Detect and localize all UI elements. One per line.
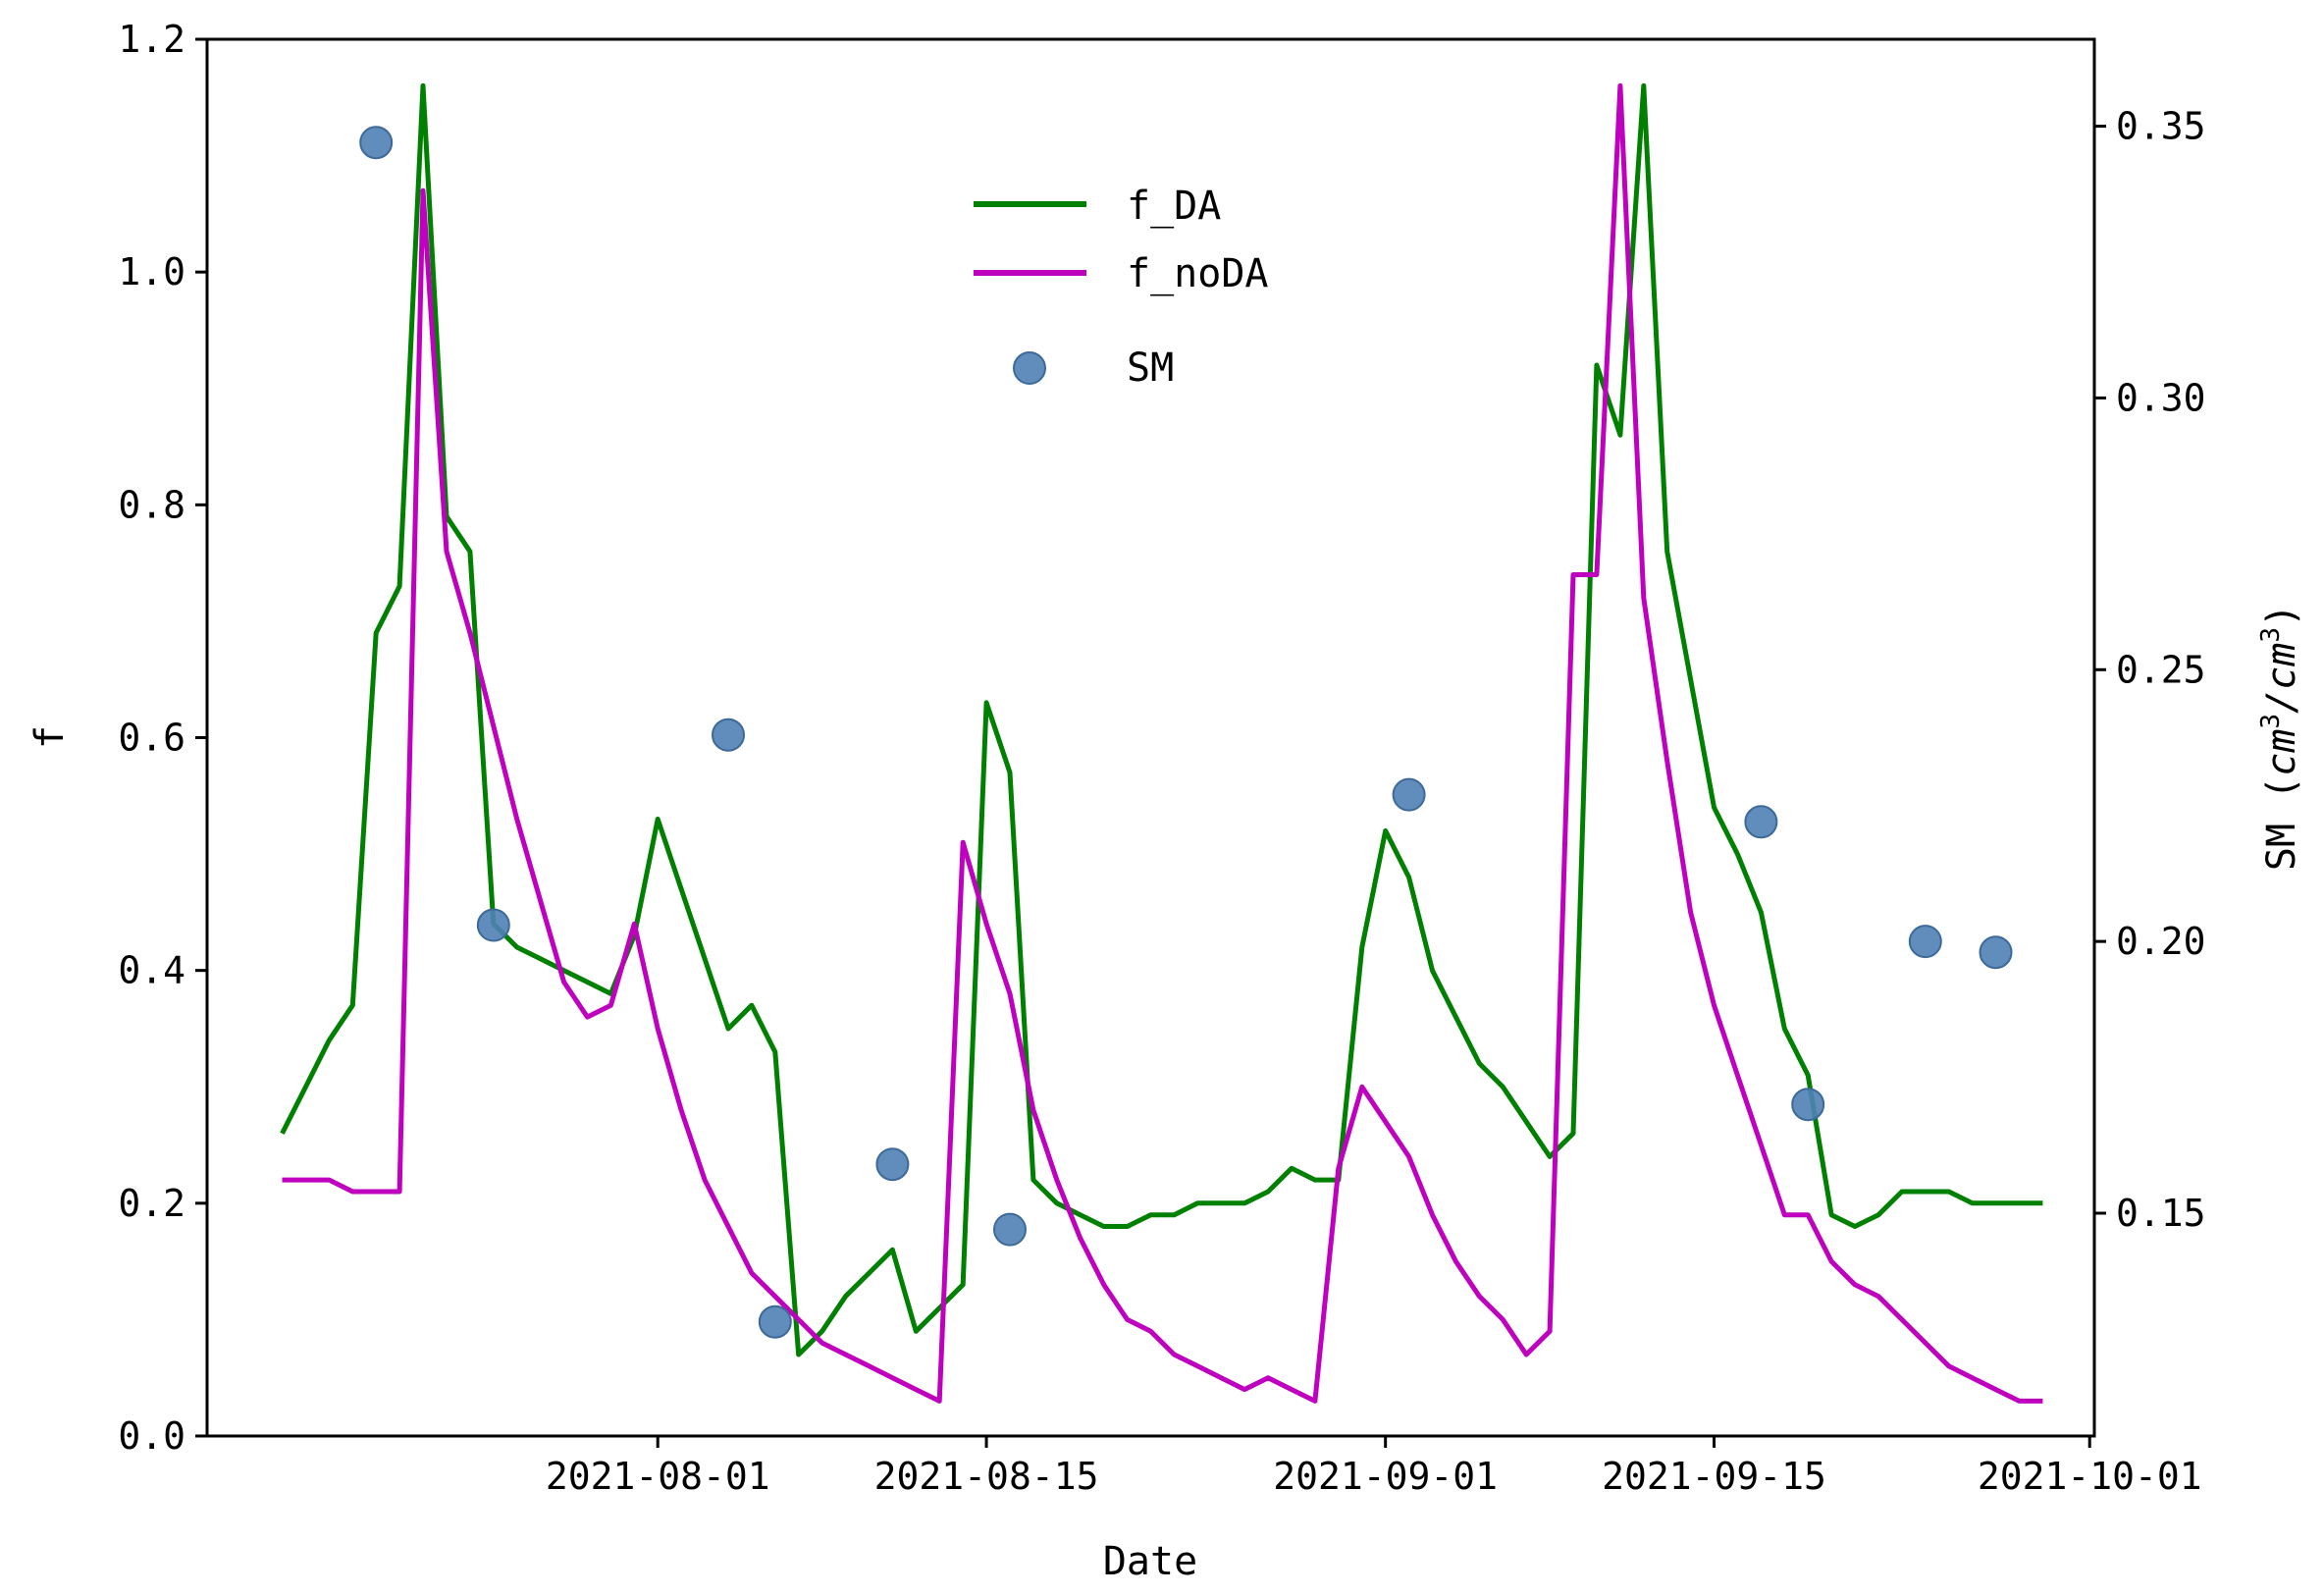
y2-axis: 0.15 0.20 0.25 0.30 0.35: [2094, 105, 2206, 1235]
series-line-f-noda: [282, 82, 2043, 1404]
legend-label-sm: SM: [1127, 346, 1174, 391]
y-tick-label: 0.2: [118, 1182, 185, 1225]
x-axis: 2021-08-01 2021-08-15 2021-09-01 2021-09-15…: [546, 1436, 2202, 1498]
sm-point: [359, 126, 394, 160]
y-tick-label: 0.0: [118, 1414, 185, 1458]
x-tick-label: 2021-08-15: [874, 1455, 1099, 1498]
legend-label-f-noda: f_noDA: [1127, 251, 1269, 296]
y2-axis-label: SM (cm3/cm3): [2256, 604, 2304, 871]
scatter-layer: [359, 126, 2013, 1339]
x-tick-label: 2021-09-15: [1602, 1455, 1826, 1498]
x-tick-label: 2021-08-01: [546, 1455, 770, 1498]
sm-point: [1979, 935, 2013, 970]
y-axis: 0.0 0.2 0.4 0.6 0.8 1.0 1.2: [118, 18, 207, 1458]
x-tick-label: 2021-09-01: [1273, 1455, 1498, 1498]
series-layer: [280, 82, 2043, 1404]
legend: f_DA f_noDA SM: [974, 184, 1269, 391]
series-line-f-da: [280, 82, 2043, 1357]
y-tick-label: 0.8: [118, 483, 185, 526]
y2-tick-label: 0.15: [2116, 1192, 2206, 1235]
sm-point: [1908, 925, 1942, 959]
sm-point: [1744, 805, 1778, 839]
legend-marker-sm: [1013, 351, 1046, 385]
y2-tick-label: 0.35: [2116, 105, 2206, 148]
y2-tick-label: 0.25: [2116, 648, 2206, 691]
sm-point: [476, 908, 510, 942]
y-tick-label: 0.4: [118, 949, 185, 992]
sm-point: [712, 718, 745, 752]
sm-point: [993, 1212, 1027, 1247]
sm-point: [1392, 777, 1426, 812]
legend-label-f-da: f_DA: [1127, 184, 1221, 229]
sm-point: [758, 1304, 792, 1339]
y2-tick-label: 0.30: [2116, 376, 2206, 419]
y-tick-label: 1.2: [118, 18, 185, 61]
y-tick-label: 0.6: [118, 717, 185, 760]
sm-point: [875, 1147, 910, 1182]
y2-tick-label: 0.20: [2116, 920, 2206, 963]
sm-point: [1791, 1088, 1825, 1122]
x-axis-label: Date: [1103, 1539, 1197, 1584]
x-tick-label: 2021-10-01: [1978, 1455, 2202, 1498]
y-tick-label: 1.0: [118, 250, 185, 293]
y-axis-label: f: [27, 725, 73, 749]
